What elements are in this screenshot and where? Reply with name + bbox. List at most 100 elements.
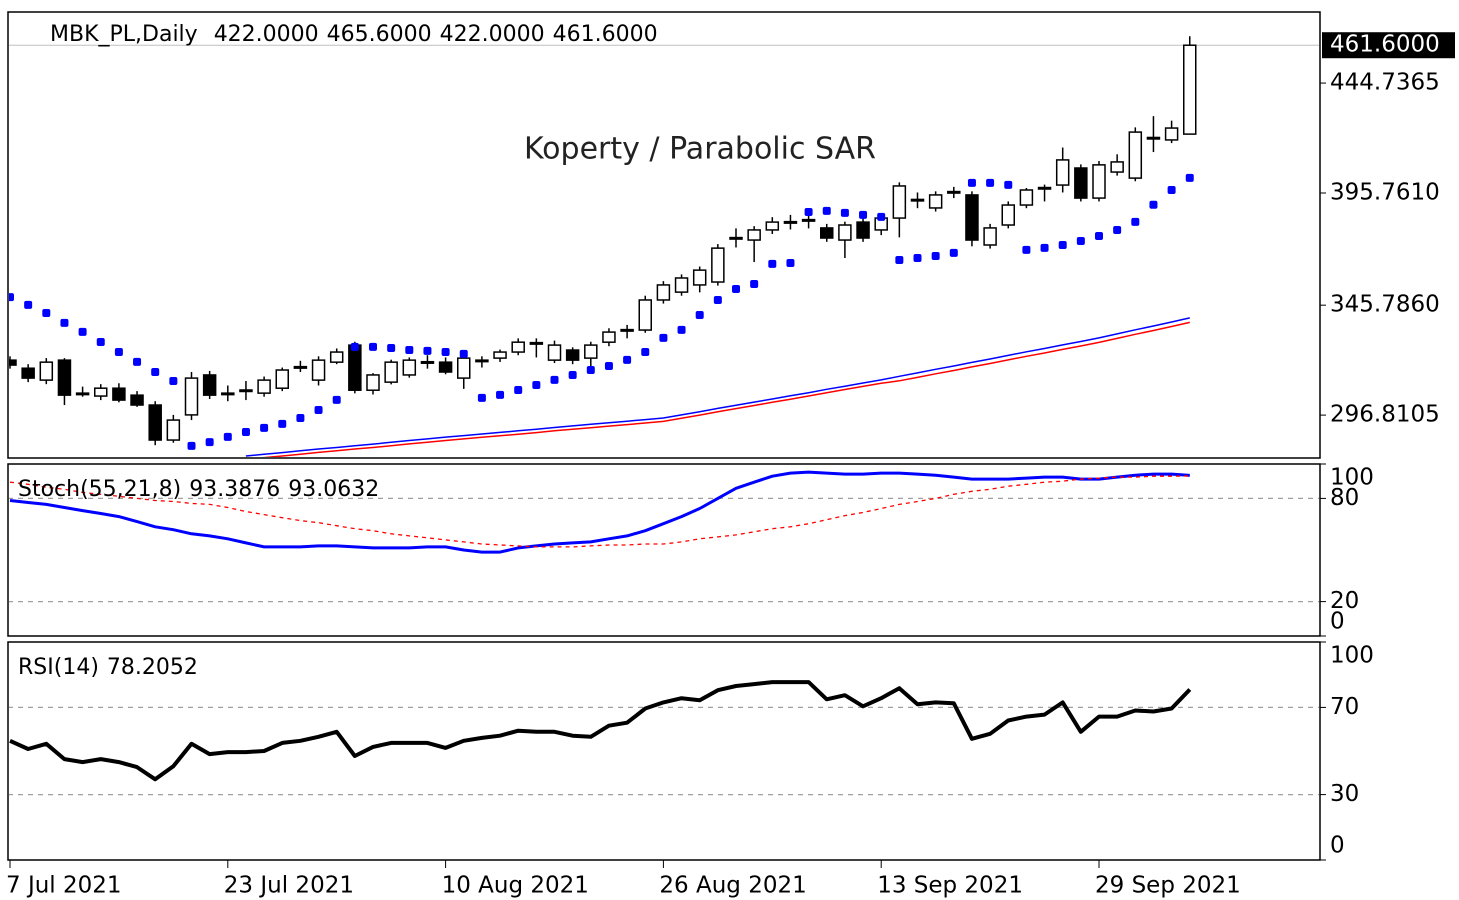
sar-dot — [496, 390, 505, 399]
candle-body — [1001, 204, 1015, 226]
chart-header: MBK_PL,Daily 422.0000 465.6000 422.0000 461.… — [50, 22, 658, 47]
x-tick-label: 26 Aug 2021 — [659, 873, 806, 899]
y-tick-label: 100 — [1330, 465, 1374, 491]
candle-body — [311, 359, 326, 381]
price-tag-box — [1322, 32, 1455, 59]
x-tick-label: 7 Jul 2021 — [6, 873, 122, 899]
sar-dot — [913, 254, 922, 263]
sar-dot — [423, 346, 432, 355]
indicator-value: Stoch(55,21,8) — [18, 477, 181, 502]
y-tick-label: 20 — [1330, 588, 1359, 614]
candle-body — [547, 344, 562, 361]
sar-dot — [459, 349, 468, 358]
candle-body — [384, 361, 398, 383]
sar-dot — [895, 256, 904, 265]
candle-body — [493, 351, 507, 359]
y-tick-label: 395.7610 — [1330, 180, 1440, 206]
candle-body — [1037, 186, 1052, 190]
sar-dot — [532, 381, 541, 390]
sar-dot — [169, 377, 178, 386]
candle-body — [348, 344, 362, 391]
sar-dot — [840, 208, 849, 217]
sar-dot — [568, 370, 577, 379]
candle-body — [221, 392, 235, 396]
sar-dot — [278, 419, 287, 428]
candle-body — [928, 194, 943, 209]
ohlc-value: 422.0000 — [214, 22, 319, 47]
candle-body — [620, 328, 634, 332]
sar-dot — [604, 361, 613, 370]
sar-dot — [1058, 240, 1067, 249]
sar-dot — [677, 325, 686, 334]
candle-body — [293, 365, 308, 369]
candle-body — [656, 284, 671, 301]
candle-body — [1019, 189, 1034, 206]
candle-body — [711, 247, 725, 283]
plot-area — [9, 680, 1319, 796]
candle-body — [39, 361, 54, 381]
candle-body — [783, 220, 798, 224]
candle-body — [457, 357, 471, 379]
annotation: Koperty / Parabolic SAR — [524, 132, 876, 167]
candle-body — [801, 218, 816, 222]
x-tick-label: 13 Sep 2021 — [877, 873, 1023, 899]
sar-dot — [187, 441, 196, 450]
sar-dot — [296, 414, 305, 423]
candle-body — [584, 344, 598, 359]
candle-body — [1074, 167, 1088, 199]
candle-body — [1128, 131, 1143, 179]
indicator-value: 78.2052 — [107, 655, 198, 680]
candle-body — [747, 229, 761, 241]
sar-dot — [96, 337, 105, 346]
sar-dot — [586, 366, 595, 375]
sar-dot — [1113, 225, 1122, 234]
ohlc-value: 461.6000 — [553, 22, 658, 47]
indicator-value: RSI(14) — [18, 655, 99, 680]
sar-dot — [1076, 236, 1085, 245]
sar-dot — [350, 342, 359, 351]
candle-body — [21, 367, 35, 379]
candle-body — [329, 351, 344, 363]
candle-body — [239, 389, 253, 393]
y-tick-label: 30 — [1330, 781, 1359, 807]
sar-dot — [659, 333, 668, 342]
plot-area — [9, 470, 1319, 603]
candle-body — [148, 404, 162, 441]
sar-dot — [768, 259, 777, 268]
sar-dot — [60, 318, 69, 327]
y-tick-label: 0 — [1330, 609, 1345, 635]
symbol: MBK_PL,Daily — [50, 22, 198, 47]
candle-body — [947, 190, 961, 194]
sar-dot — [260, 423, 269, 432]
candle-body — [57, 359, 72, 396]
candle-body — [184, 377, 199, 416]
candle-body — [438, 361, 453, 373]
candle-body — [838, 224, 852, 241]
candle-body — [420, 360, 435, 364]
sar-dot — [641, 348, 650, 357]
ohlc-value: 465.6000 — [327, 22, 432, 47]
sar-dot — [877, 212, 886, 221]
sar-dot — [986, 178, 995, 187]
candle-body — [1183, 44, 1197, 135]
candle-body — [729, 236, 743, 240]
x-tick-label: 29 Sep 2021 — [1095, 873, 1241, 899]
candle-body — [130, 394, 144, 406]
candle-body — [94, 387, 108, 397]
sar-dot — [1167, 185, 1176, 194]
sar-dot — [1004, 180, 1013, 189]
sar-dot — [114, 348, 123, 357]
sar-dot — [1040, 243, 1049, 252]
indicator-line — [9, 475, 1190, 548]
sar-dot — [1149, 200, 1158, 209]
candle-body — [820, 227, 834, 239]
candle-body — [856, 221, 870, 239]
sar-dot — [695, 311, 704, 320]
indicator-value: 93.3876 — [189, 477, 280, 502]
ohlc-value: 422.0000 — [440, 22, 545, 47]
sar-dot — [623, 355, 632, 364]
candle-body — [965, 194, 979, 241]
candle-body — [892, 185, 907, 219]
